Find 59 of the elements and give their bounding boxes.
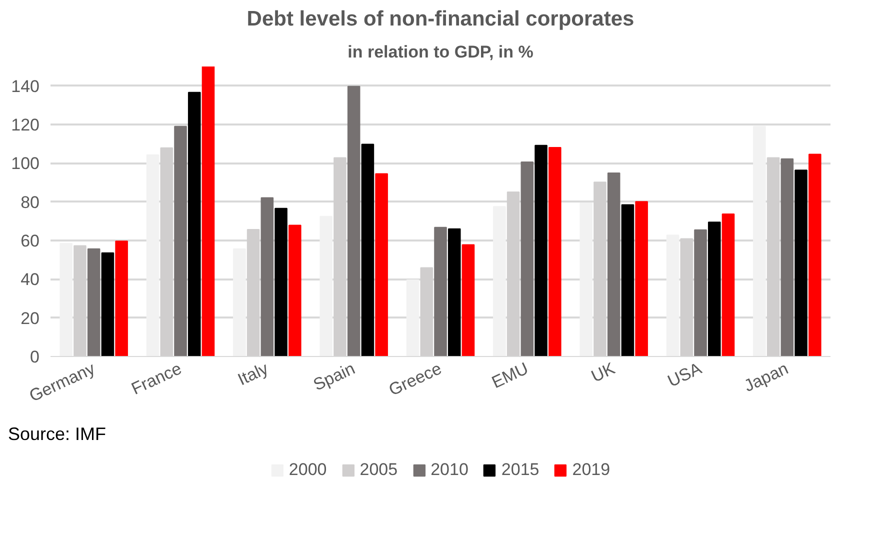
bar [607, 172, 620, 356]
bar [260, 197, 274, 356]
bar [666, 234, 680, 356]
bar [60, 242, 72, 356]
bar [722, 214, 735, 356]
x-tick-label: Japan [741, 358, 792, 396]
bar [448, 228, 461, 356]
bar [548, 147, 562, 356]
bar [794, 170, 808, 356]
bar [320, 216, 332, 356]
legend-label: 2019 [572, 460, 610, 480]
y-tick-label: 120 [11, 116, 40, 134]
x-tick-label: Greece [386, 358, 445, 400]
bar [694, 229, 707, 356]
y-tick-label: 80 [20, 192, 40, 212]
x-tick-label: USA [664, 358, 706, 391]
bar [115, 240, 128, 356]
bar [202, 66, 215, 356]
y-tick-label: 40 [20, 270, 40, 290]
bar [174, 126, 187, 356]
x-tick-label: Italy [234, 358, 272, 390]
bar [520, 162, 534, 356]
bar [534, 144, 548, 356]
bar [753, 126, 766, 356]
bar [375, 173, 388, 356]
y-tick-label: 60 [20, 232, 40, 250]
chart-title: Debt levels of non-financial corporates [246, 8, 634, 30]
bar [780, 158, 794, 356]
x-tick-label: UK [588, 358, 618, 386]
x-tick-label: EMU [488, 358, 532, 392]
bar [274, 208, 288, 356]
bar [635, 201, 648, 356]
bar [621, 204, 634, 356]
y-tick-label: 100 [11, 154, 40, 174]
bar [361, 144, 374, 356]
bar [406, 279, 420, 356]
bar [434, 226, 447, 356]
bar [101, 252, 114, 356]
bar [146, 154, 160, 356]
legend-label: 2000 [288, 460, 327, 480]
y-tick-label: 140 [11, 76, 40, 96]
bar [493, 206, 506, 356]
bar [708, 222, 721, 356]
bar [288, 224, 302, 356]
bar [87, 248, 100, 356]
chart-subtitle: in relation to GDP, in % [348, 42, 534, 62]
bar [188, 92, 201, 356]
bar [808, 154, 822, 356]
bar [347, 86, 360, 356]
y-tick-label: 0 [30, 348, 40, 366]
bar [233, 248, 246, 356]
source-note: Source: IMF [8, 423, 106, 446]
bar [462, 244, 475, 356]
legend-label: 2015 [501, 460, 540, 480]
bar [580, 202, 592, 356]
y-tick-label: 20 [20, 308, 40, 328]
x-tick-label: Spain [310, 358, 358, 394]
legend-label: 2010 [430, 460, 468, 480]
legend-label: 2005 [360, 460, 398, 480]
